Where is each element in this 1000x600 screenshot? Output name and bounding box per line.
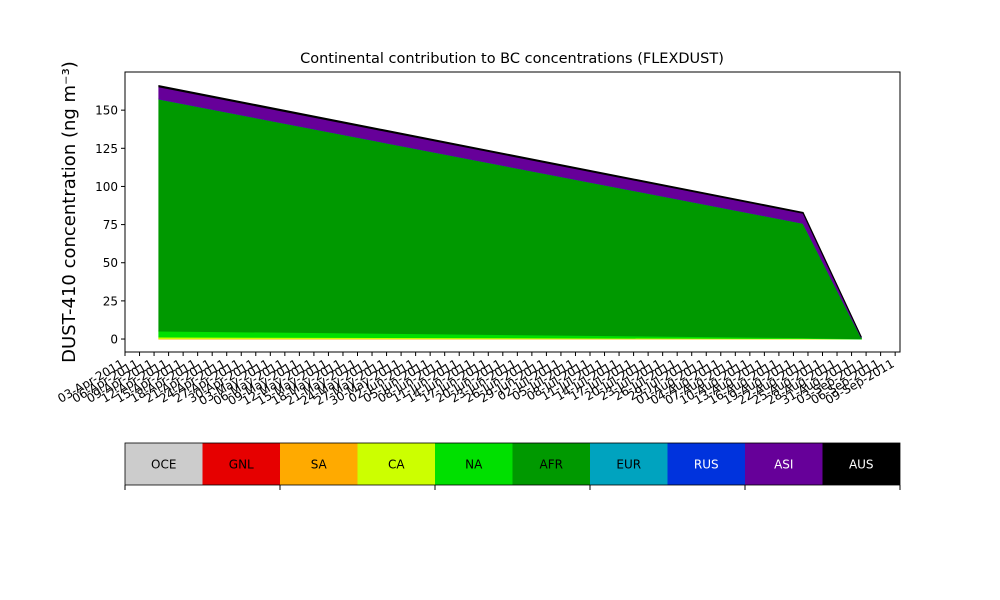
legend-swatch xyxy=(202,443,280,485)
legend-swatch xyxy=(280,443,358,485)
legend-swatch xyxy=(435,443,513,485)
legend-label: NA xyxy=(465,458,483,472)
legend-label: OCE xyxy=(151,458,176,472)
legend-swatch xyxy=(822,443,900,485)
legend-swatch xyxy=(512,443,590,485)
legend-frame xyxy=(124,442,901,486)
legend: OCE GNL SA CA NA AFR EUR RUS ASI AUS xyxy=(124,442,901,490)
legend-swatch xyxy=(745,443,823,485)
y-tick-label: 50 xyxy=(103,256,118,270)
legend-label: EUR xyxy=(616,458,641,472)
legend-label: RUS xyxy=(694,458,719,472)
legend-swatch xyxy=(357,443,435,485)
y-tick-label: 25 xyxy=(103,294,118,308)
legend-label: CA xyxy=(388,458,405,472)
legend-swatch xyxy=(590,443,668,485)
y-tick-label: 75 xyxy=(103,218,118,232)
y-tick-label: 0 xyxy=(110,333,118,347)
y-tick-label: 125 xyxy=(95,142,118,156)
legend-label: GNL xyxy=(229,458,254,472)
plot-frame xyxy=(124,71,901,353)
legend-label: ASI xyxy=(774,458,793,472)
legend-label: SA xyxy=(311,458,328,472)
y-tick-label: 100 xyxy=(95,180,118,194)
chart-title: Continental contribution to BC concentra… xyxy=(300,51,724,67)
legend-label: AFR xyxy=(540,458,563,472)
legend-label: AUS xyxy=(849,458,874,472)
y-tick-label: 150 xyxy=(95,104,118,118)
legend-swatch xyxy=(667,443,745,485)
y-axis-label: DUST-410 concentration (ng m⁻³) xyxy=(59,61,80,363)
area xyxy=(158,84,862,338)
legend-swatch xyxy=(125,443,203,485)
